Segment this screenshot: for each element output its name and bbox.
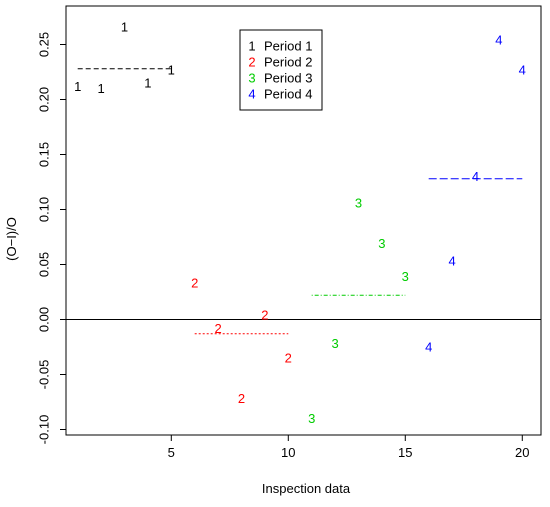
data-point-period-2: 2: [191, 276, 198, 291]
y-tick-label: 0.05: [37, 252, 52, 277]
legend-label: Period 4: [264, 87, 312, 102]
data-point-period-1: 1: [168, 62, 175, 77]
data-point-period-1: 1: [144, 76, 151, 91]
x-tick-label: 20: [515, 445, 529, 460]
y-tick-label: 0.20: [37, 87, 52, 112]
legend-label: Period 3: [264, 71, 312, 86]
legend-label: Period 1: [264, 39, 312, 54]
data-point-period-4: 4: [472, 169, 479, 184]
data-point-period-4: 4: [519, 62, 526, 77]
data-point-period-1: 1: [74, 79, 81, 94]
x-axis-title: Inspection data: [262, 481, 351, 496]
period-mean-lines: [77, 68, 523, 335]
legend-symbol: 2: [248, 55, 255, 70]
legend-box: [239, 29, 323, 111]
legend-symbol: 1: [248, 39, 255, 54]
legend-symbol: 4: [248, 87, 255, 102]
x-tick-label: 10: [281, 445, 295, 460]
data-point-period-2: 2: [261, 308, 268, 323]
data-point-period-3: 3: [331, 336, 338, 351]
y-tick-label: -0.05: [37, 360, 52, 390]
data-point-period-4: 4: [448, 254, 455, 269]
data-point-period-4: 4: [425, 340, 432, 355]
data-point-period-1: 1: [121, 19, 128, 34]
data-point-period-3: 3: [308, 411, 315, 426]
legend-label: Period 2: [264, 55, 312, 70]
y-tick-label: 0.25: [37, 32, 52, 57]
data-point-period-2: 2: [238, 391, 245, 406]
data-point-period-4: 4: [495, 33, 502, 48]
y-axis-title: (O−I)/O: [4, 217, 19, 261]
y-tick-label: 0.00: [37, 307, 52, 332]
data-point-period-3: 3: [402, 269, 409, 284]
x-tick-label: 5: [168, 445, 175, 460]
plot-frame: [65, 5, 542, 436]
y-tick-label: 0.10: [37, 197, 52, 222]
data-point-period-2: 2: [285, 351, 292, 366]
y-tick-label: -0.10: [37, 415, 52, 445]
data-point-period-3: 3: [355, 195, 362, 210]
y-tick-label: 0.15: [37, 142, 52, 167]
data-point-period-1: 1: [97, 81, 104, 96]
axes-layer: 5 10 15 20 -0.10 -0.05 0.00 0.05 0.10 0.15 0.20 0.2…: [37, 5, 542, 460]
x-tick-label: 15: [398, 445, 412, 460]
legend-symbol: 3: [248, 71, 255, 86]
legend: 1 Period 1 2 Period 2 3 Period 3 4 Period 4: [239, 29, 323, 111]
data-point-period-2: 2: [214, 321, 221, 336]
data-point-period-3: 3: [378, 236, 385, 251]
